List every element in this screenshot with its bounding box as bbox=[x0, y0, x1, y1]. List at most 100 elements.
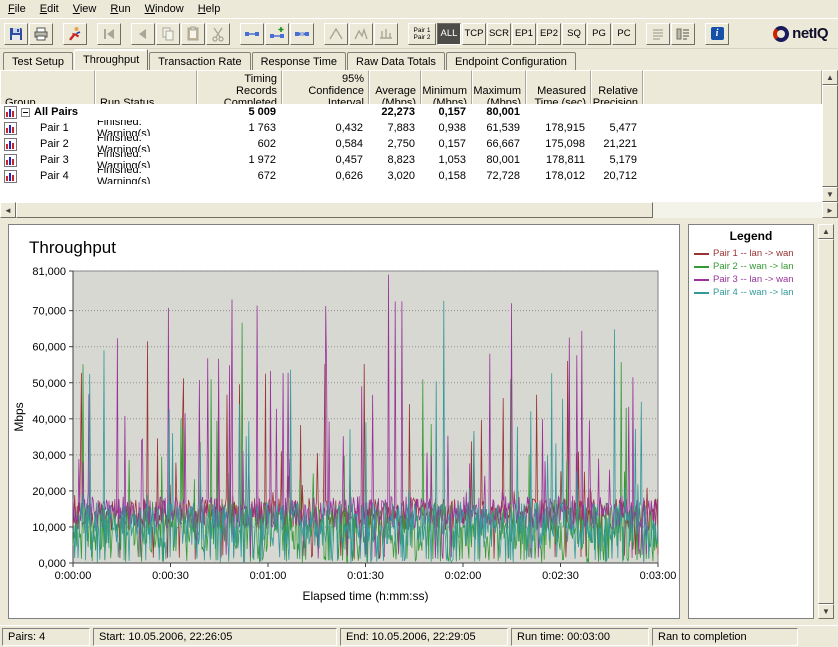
table-row-pair-4[interactable]: Pair 4 Finished: Warning(s) 672 0,626 3,… bbox=[0, 168, 822, 184]
group-label: All Pairs bbox=[34, 106, 79, 118]
status-pairs: Pairs: 4 bbox=[2, 627, 90, 646]
paste-button[interactable] bbox=[181, 22, 205, 45]
minimum-cell: 0,158 bbox=[438, 170, 466, 182]
filter-scr-button[interactable]: SCR bbox=[487, 22, 511, 45]
svg-text:70,000: 70,000 bbox=[32, 306, 66, 318]
chart-option-button-2[interactable] bbox=[349, 22, 373, 45]
scroll-left-icon[interactable]: ◄ bbox=[0, 202, 16, 218]
average-cell: 2,750 bbox=[387, 138, 415, 150]
svg-text:50,000: 50,000 bbox=[32, 378, 66, 390]
chart-option-button-3[interactable] bbox=[374, 22, 398, 45]
table-vertical-scrollbar[interactable]: ▲ ▼ bbox=[822, 70, 838, 202]
menu-window[interactable]: Window bbox=[144, 3, 184, 15]
add-group-icon bbox=[270, 26, 284, 38]
tab-transaction-rate[interactable]: Transaction Rate bbox=[149, 52, 251, 70]
tab-raw-data-totals[interactable]: Raw Data Totals bbox=[347, 52, 445, 70]
maximum-cell: 61,539 bbox=[486, 122, 520, 134]
legend-entry-pair-2[interactable]: Pair 2 -- wan -> lan bbox=[692, 260, 810, 273]
netiq-logo-text: netIQ bbox=[792, 25, 828, 42]
legend-entry-pair-3[interactable]: Pair 3 -- lan -> wan bbox=[692, 273, 810, 286]
scroll-up-icon[interactable]: ▲ bbox=[822, 70, 838, 85]
filter-ep2-button[interactable]: EP2 bbox=[537, 22, 561, 45]
add-pair-button[interactable] bbox=[240, 22, 264, 45]
minimum-cell: 0,157 bbox=[438, 138, 466, 150]
table-row-all-pairs[interactable]: All Pairs 5 009 22,273 0,157 80,001 bbox=[0, 104, 822, 120]
toolbar: Pair 1 Pair 2 ALL TCP SCR EP1 EP2 SQ PG … bbox=[0, 19, 838, 49]
group-label: Pair 3 bbox=[40, 154, 69, 166]
help-info-button[interactable]: i bbox=[705, 22, 729, 45]
filter-pg-button[interactable]: PG bbox=[587, 22, 611, 45]
menu-run[interactable]: Run bbox=[110, 3, 131, 15]
report-view-button[interactable] bbox=[646, 22, 670, 45]
table-horizontal-scrollbar[interactable]: ◄ ► bbox=[0, 202, 838, 218]
menu-view[interactable]: View bbox=[72, 3, 97, 15]
legend-line-swatch bbox=[694, 278, 709, 281]
tab-throughput[interactable]: Throughput bbox=[73, 49, 149, 70]
scroll-down-icon[interactable]: ▼ bbox=[822, 187, 838, 202]
chart-option-icon-2 bbox=[354, 27, 368, 39]
run-test-button[interactable] bbox=[63, 22, 87, 45]
previous-record-button[interactable] bbox=[131, 22, 155, 45]
scrollbar-thumb[interactable] bbox=[16, 202, 653, 218]
relative-precision-cell: 5,179 bbox=[609, 154, 637, 166]
scrollbar-thumb[interactable] bbox=[822, 85, 838, 187]
status-end-time: End: 10.05.2006, 22:29:05 bbox=[340, 627, 508, 646]
copy-button[interactable] bbox=[156, 22, 180, 45]
filter-tcp-button[interactable]: TCP bbox=[462, 22, 486, 45]
minimum-cell: 1,053 bbox=[438, 154, 466, 166]
legend-entry-pair-1[interactable]: Pair 1 -- lan -> wan bbox=[692, 247, 810, 260]
legend-label: Pair 1 -- lan -> wan bbox=[713, 248, 794, 259]
table-header-row: Group Run Status Timing Records Complete… bbox=[0, 70, 822, 112]
netiq-logo-icon bbox=[773, 25, 790, 42]
pane-vertical-scrollbar[interactable]: ▲ ▼ bbox=[818, 224, 834, 619]
add-group-button[interactable] bbox=[265, 22, 289, 45]
filter-pc-button[interactable]: PC bbox=[612, 22, 636, 45]
menu-help[interactable]: Help bbox=[197, 3, 221, 15]
svg-text:Mbps: Mbps bbox=[12, 402, 26, 431]
scroll-down-icon[interactable]: ▼ bbox=[818, 604, 834, 619]
run-status-cell: Finished: Warning(s) bbox=[97, 168, 151, 184]
tab-test-setup[interactable]: Test Setup bbox=[3, 52, 73, 70]
tab-strip: Test Setup Throughput Transaction Rate R… bbox=[0, 49, 838, 70]
filter-sq-button[interactable]: SQ bbox=[562, 22, 586, 45]
svg-text:81,000: 81,000 bbox=[32, 266, 66, 278]
pair-selector-button[interactable]: Pair 1 Pair 2 bbox=[408, 22, 436, 45]
swap-endpoints-button[interactable] bbox=[290, 22, 314, 45]
run-test-icon bbox=[69, 26, 81, 40]
chart-option-button-1[interactable] bbox=[324, 22, 348, 45]
legend-label: Pair 2 -- wan -> lan bbox=[713, 261, 794, 272]
menu-edit[interactable]: Edit bbox=[39, 3, 59, 15]
legend-toggle-button[interactable] bbox=[671, 22, 695, 45]
chart-region: 0,000 10,000 20,000 30,000 40,000 50,000 60,00… bbox=[0, 218, 838, 625]
save-button[interactable] bbox=[4, 22, 28, 45]
filter-all-button[interactable]: ALL bbox=[437, 22, 461, 45]
table-row-pair-2[interactable]: Pair 2 Finished: Warning(s) 602 0,584 2,… bbox=[0, 136, 822, 152]
scroll-right-icon[interactable]: ► bbox=[822, 202, 838, 218]
scrollbar-thumb[interactable] bbox=[818, 239, 834, 604]
cut-button[interactable] bbox=[206, 22, 230, 45]
minimum-cell: 0,157 bbox=[438, 106, 466, 118]
legend-title: Legend bbox=[729, 229, 773, 243]
chart-option-icon-1 bbox=[329, 27, 343, 39]
print-button[interactable] bbox=[29, 22, 53, 45]
table-body: All Pairs 5 009 22,273 0,157 80,001 Pair… bbox=[0, 104, 822, 202]
filter-ep1-button[interactable]: EP1 bbox=[512, 22, 536, 45]
collapse-expander[interactable] bbox=[21, 107, 30, 117]
table-row-pair-3[interactable]: Pair 3 Finished: Warning(s) 1 972 0,457 … bbox=[0, 152, 822, 168]
first-record-button[interactable] bbox=[97, 22, 121, 45]
average-cell: 7,883 bbox=[387, 122, 415, 134]
timing-records-cell: 672 bbox=[257, 170, 276, 182]
maximum-cell: 72,728 bbox=[486, 170, 520, 182]
tab-response-time[interactable]: Response Time bbox=[251, 52, 347, 70]
svg-text:Throughput: Throughput bbox=[29, 238, 116, 257]
info-icon: i bbox=[710, 27, 724, 40]
legend-line-swatch bbox=[694, 291, 709, 294]
menu-file[interactable]: File bbox=[8, 3, 26, 15]
table-row-pair-1[interactable]: Pair 1 Finished: Warning(s) 1 763 0,432 … bbox=[0, 120, 822, 136]
tab-endpoint-configuration[interactable]: Endpoint Configuration bbox=[445, 52, 576, 70]
legend-entry-pair-4[interactable]: Pair 4 -- wan -> lan bbox=[692, 286, 810, 299]
copy-icon bbox=[162, 27, 174, 40]
pair-chart-icon bbox=[4, 105, 17, 119]
status-start-time: Start: 10.05.2006, 22:26:05 bbox=[93, 627, 337, 646]
scroll-up-icon[interactable]: ▲ bbox=[818, 224, 834, 239]
